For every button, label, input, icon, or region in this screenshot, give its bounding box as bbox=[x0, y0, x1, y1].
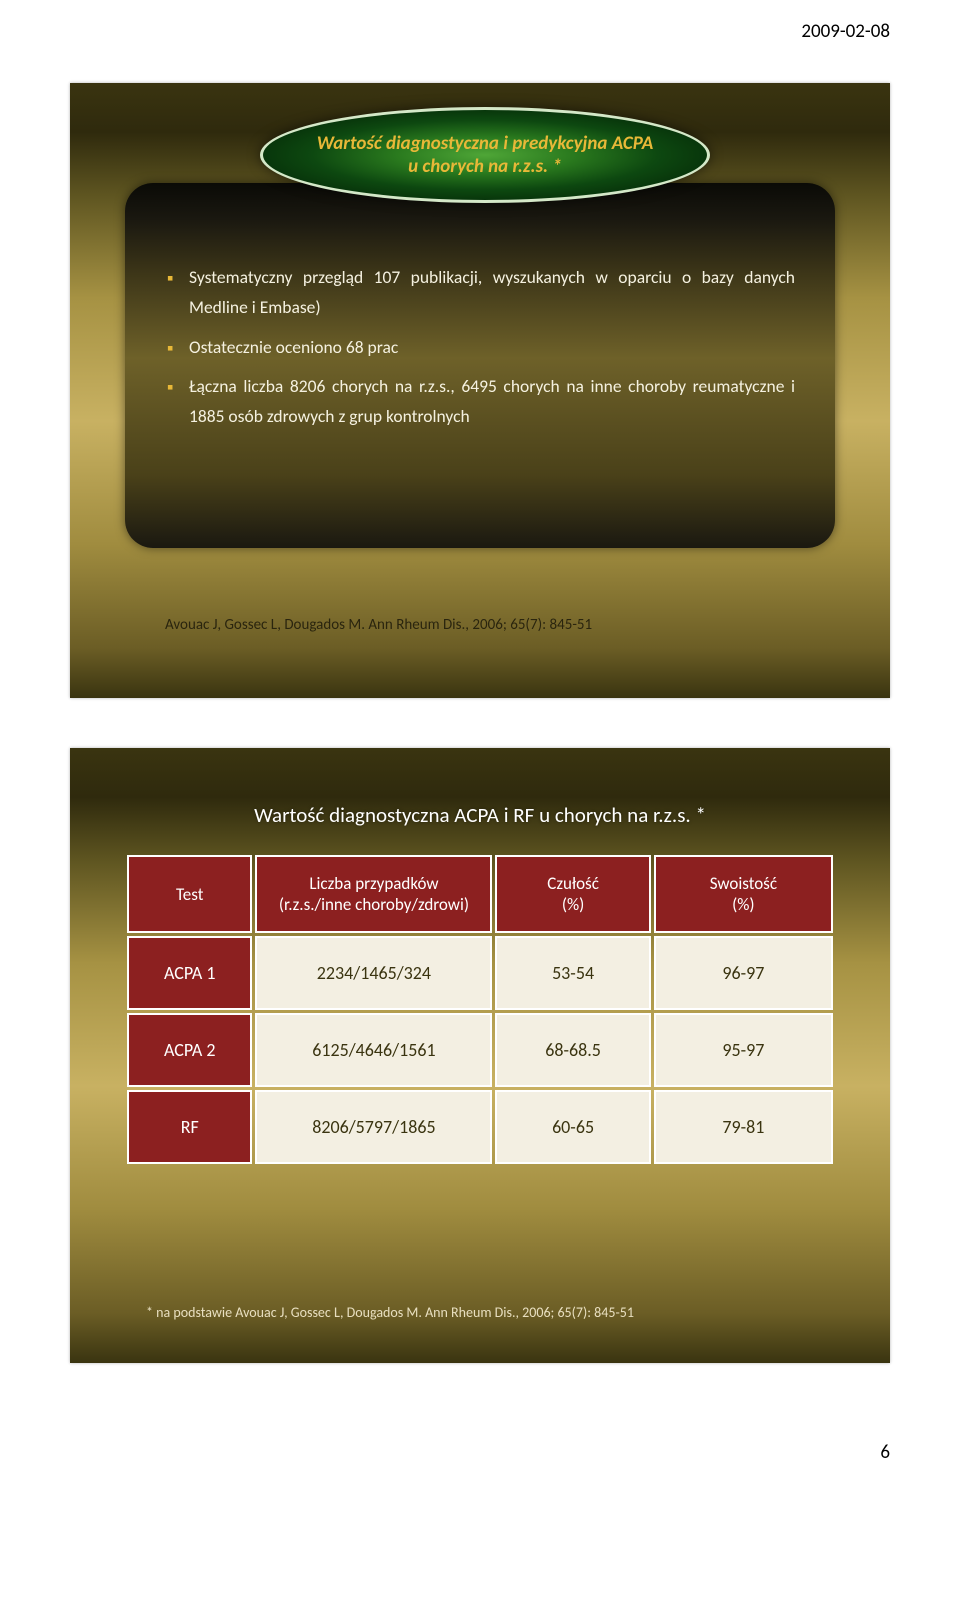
page-number: 6 bbox=[0, 1413, 960, 1488]
slide2-title: Wartość diagnostyczna ACPA i RF u choryc… bbox=[70, 802, 890, 828]
table-cell: 95-97 bbox=[654, 1013, 833, 1087]
table-cell: ACPA 2 bbox=[127, 1013, 252, 1087]
slide2-table-wrap: Test Liczba przypadków (r.z.s./inne chor… bbox=[124, 852, 836, 1167]
table-cell: 2234/1465/324 bbox=[255, 936, 492, 1010]
slide1-title-line2: u chorych na r.z.s. * bbox=[408, 155, 562, 178]
slide1-bullet: Ostatecznie oceniono 68 prac bbox=[165, 333, 795, 363]
table-header-row: Test Liczba przypadków (r.z.s./inne chor… bbox=[127, 855, 833, 933]
col4-line2: (%) bbox=[664, 894, 823, 915]
table-cell: 8206/5797/1865 bbox=[255, 1090, 492, 1164]
table-row: RF 8206/5797/1865 60-65 79-81 bbox=[127, 1090, 833, 1164]
slide1-bullet-list: Systematyczny przegląd 107 publikacji, w… bbox=[165, 263, 795, 432]
table-cell: 60-65 bbox=[495, 1090, 650, 1164]
table-row: ACPA 1 2234/1465/324 53-54 96-97 bbox=[127, 936, 833, 1010]
col3-line1: Czułość bbox=[505, 873, 640, 894]
table-cell: ACPA 1 bbox=[127, 936, 252, 1010]
slide2-table: Test Liczba przypadków (r.z.s./inne chor… bbox=[124, 852, 836, 1167]
table-row: ACPA 2 6125/4646/1561 68-68.5 95-97 bbox=[127, 1013, 833, 1087]
table-cell: RF bbox=[127, 1090, 252, 1164]
slide1-title-line1: Wartość diagnostyczna i predykcyjna ACPA bbox=[317, 132, 654, 155]
slide1-title-bubble: Wartość diagnostyczna i predykcyjna ACPA… bbox=[260, 107, 710, 203]
slide-2: Wartość diagnostyczna ACPA i RF u choryc… bbox=[70, 748, 890, 1363]
col2-line1: Liczba przypadków bbox=[265, 873, 482, 894]
table-header: Test bbox=[127, 855, 252, 933]
table-cell: 6125/4646/1561 bbox=[255, 1013, 492, 1087]
slide1-bullet: Łączna liczba 8206 chorych na r.z.s., 64… bbox=[165, 372, 795, 432]
table-header: Czułość (%) bbox=[495, 855, 650, 933]
page-date: 2009-02-08 bbox=[0, 0, 960, 53]
table-cell: 79-81 bbox=[654, 1090, 833, 1164]
table-cell: 68-68.5 bbox=[495, 1013, 650, 1087]
slide1-bullet: Systematyczny przegląd 107 publikacji, w… bbox=[165, 263, 795, 323]
table-header: Swoistość (%) bbox=[654, 855, 833, 933]
col3-line2: (%) bbox=[505, 894, 640, 915]
slide1-content-box: Systematyczny przegląd 107 publikacji, w… bbox=[125, 183, 835, 548]
slide1-citation: Avouac J, Gossec L, Dougados M. Ann Rheu… bbox=[165, 616, 592, 634]
slide-1: Systematyczny przegląd 107 publikacji, w… bbox=[70, 83, 890, 698]
table-cell: 96-97 bbox=[654, 936, 833, 1010]
col4-line1: Swoistość bbox=[664, 873, 823, 894]
slide2-footnote: * na podstawie Avouac J, Gossec L, Douga… bbox=[146, 1304, 634, 1321]
table-cell: 53-54 bbox=[495, 936, 650, 1010]
table-header: Liczba przypadków (r.z.s./inne choroby/z… bbox=[255, 855, 492, 933]
col2-line2: (r.z.s./inne choroby/zdrowi) bbox=[265, 894, 482, 915]
